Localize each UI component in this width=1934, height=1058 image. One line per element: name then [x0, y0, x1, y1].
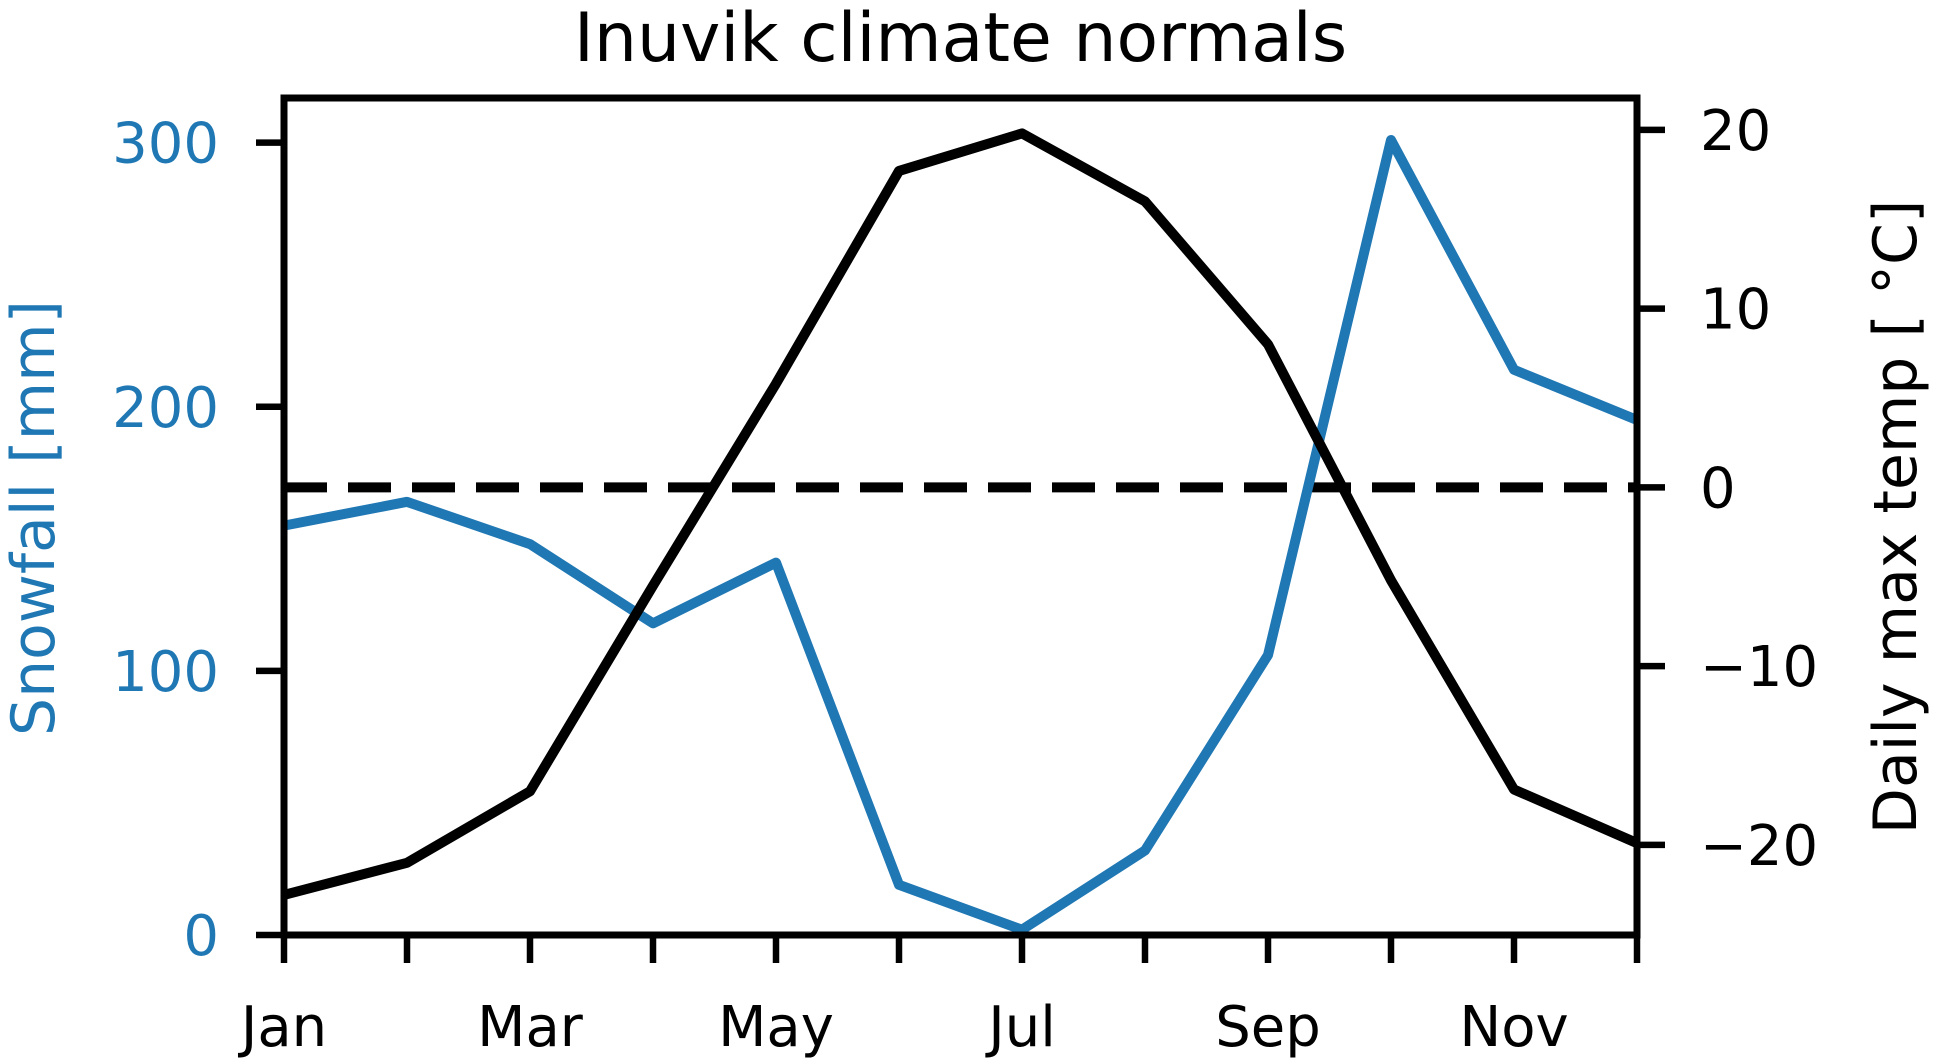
x-tick-label-may: May	[718, 995, 834, 1058]
left-axis-label: Snowfall [mm]	[0, 300, 69, 736]
left-tick-label-100: 100	[112, 640, 219, 705]
temperature-line	[282, 128, 1639, 900]
x-tick-label-mar: Mar	[477, 995, 584, 1058]
right-axis-label: Daily max temp [ °C]	[1861, 199, 1931, 835]
right-tick-label--10: −10	[1700, 635, 1818, 700]
x-tick-label-jan: Jan	[238, 995, 327, 1058]
right-tick-label--20: −20	[1700, 814, 1818, 879]
x-tick-label-jul: Jul	[985, 995, 1056, 1058]
axes-spines	[280, 94, 1641, 939]
right-tick-label-10: 10	[1700, 278, 1771, 343]
left-tick-label-0: 0	[183, 904, 219, 969]
right-tick-label-20: 20	[1700, 99, 1771, 164]
chart-title: Inuvik climate normals	[573, 0, 1348, 78]
right-tick-label-0: 0	[1700, 456, 1736, 521]
x-tick-label-nov: Nov	[1459, 995, 1568, 1058]
x-tick-label-sep: Sep	[1215, 995, 1321, 1058]
snowfall-line	[283, 134, 1639, 935]
left-tick-label-200: 200	[112, 376, 219, 441]
left-tick-label-300: 300	[112, 112, 219, 177]
